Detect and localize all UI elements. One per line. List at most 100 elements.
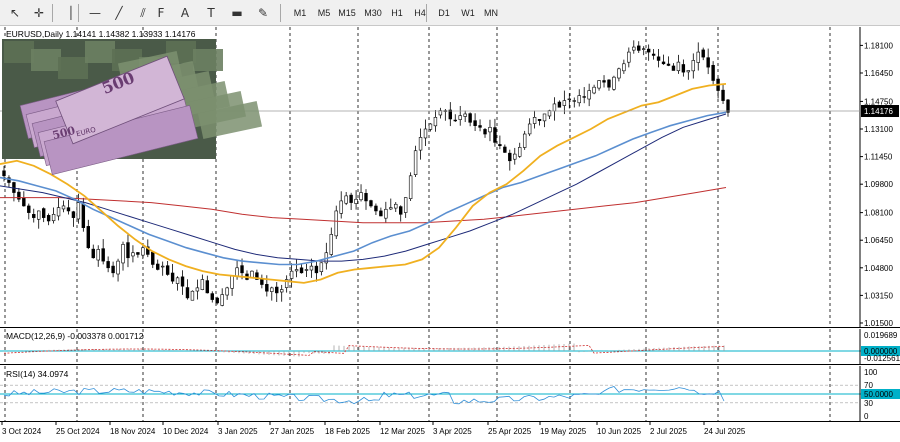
candle	[121, 241, 125, 271]
vertical-line-icon[interactable]: │	[67, 6, 75, 20]
cursor-icon[interactable]: ↖	[9, 6, 21, 20]
x-tick-label: 3 Apr 2025	[433, 427, 472, 436]
candle	[567, 93, 572, 109]
candle	[314, 261, 319, 282]
x-tick-label: 19 May 2025	[540, 427, 587, 436]
rsi-y-tick-label: 70	[864, 381, 873, 390]
candle	[572, 97, 576, 108]
price-chart[interactable]: 1.18100 1.16450 1.14750 1.13100 1.11450 1.098…	[0, 27, 900, 328]
candle	[721, 84, 725, 105]
text-icon[interactable]: A	[180, 6, 190, 20]
timeframe-d1[interactable]: D1	[438, 8, 450, 18]
rsi-level-label: 50.0000	[864, 390, 893, 399]
candle	[463, 110, 467, 123]
y-tick-label: 1.18100	[864, 41, 893, 50]
candle	[156, 259, 160, 271]
timeframe-w1[interactable]: W1	[461, 8, 475, 18]
candles	[2, 40, 730, 307]
toolbar-separator	[78, 4, 79, 22]
symbol-info: EURUSD,Daily 1.14141 1.14382 1.13933 1.1…	[6, 29, 196, 39]
last-price-label: 1.14176	[864, 107, 893, 116]
timeframe-m5[interactable]: M5	[317, 8, 331, 18]
toolbar-separator	[280, 4, 281, 22]
equidistant-channel-icon[interactable]: ⫽	[140, 5, 146, 20]
candle	[473, 113, 477, 131]
timeframe-m1[interactable]: M1	[293, 8, 307, 18]
candle	[329, 227, 333, 257]
candle	[240, 258, 244, 280]
candle	[691, 53, 695, 79]
candle	[518, 142, 522, 158]
candle	[711, 61, 715, 85]
candle	[205, 275, 210, 294]
candle	[676, 54, 681, 74]
candle	[200, 274, 205, 291]
candle	[304, 263, 309, 277]
x-tick-label: 27 Jan 2025	[270, 427, 315, 436]
timeframe-m30[interactable]: M30	[364, 8, 382, 18]
candle	[577, 89, 581, 107]
candle	[96, 245, 100, 267]
candle	[582, 87, 586, 104]
candle	[478, 119, 482, 132]
rsi-line	[3, 386, 725, 405]
candle	[622, 59, 626, 74]
timeframe-h4[interactable]: H4	[414, 8, 426, 18]
candle	[597, 79, 601, 91]
candle	[433, 110, 438, 132]
x-tick-label: 25 Oct 2024	[56, 427, 100, 436]
candle	[557, 100, 562, 108]
timeframe-mn[interactable]: MN	[484, 8, 498, 18]
rsi-level-tag	[861, 389, 900, 399]
candle	[423, 119, 428, 147]
rectangle-icon[interactable]: ▬	[231, 6, 243, 20]
x-tick-label: 25 Apr 2025	[488, 427, 532, 436]
candle	[602, 75, 606, 88]
candle	[468, 112, 472, 127]
candle	[180, 270, 185, 295]
candle	[389, 198, 393, 211]
candle	[160, 261, 165, 276]
rsi-panel[interactable]: 100 70 30 0 50.0000	[0, 366, 900, 422]
candle	[681, 59, 686, 77]
y-tick-label: 1.03150	[864, 291, 893, 300]
candle	[51, 207, 56, 224]
candle	[32, 208, 36, 223]
candle	[126, 232, 130, 268]
candle	[344, 191, 348, 206]
fibonacci-icon[interactable]: F	[157, 6, 165, 20]
y-tick-label: 1.16450	[864, 69, 893, 78]
timeframe-h1[interactable]: H1	[391, 8, 403, 18]
crosshair-icon[interactable]: ✛	[33, 6, 45, 20]
candle	[175, 276, 180, 291]
candle	[349, 192, 353, 211]
ma-mid-line	[0, 111, 727, 266]
candle	[131, 245, 135, 263]
candle	[71, 210, 76, 227]
candle	[408, 172, 413, 202]
trendline-icon[interactable]: ╱	[115, 6, 123, 20]
candle	[294, 259, 299, 278]
candle	[220, 288, 224, 307]
candle	[111, 261, 115, 278]
horizontal-line-icon[interactable]: —	[89, 6, 101, 20]
candle	[438, 107, 443, 119]
shapes-dropdown-icon[interactable]: ✎	[257, 6, 269, 20]
toolbar-separator	[426, 4, 427, 22]
y-tick-label: 1.01500	[864, 319, 893, 328]
rsi-label: RSI(14) 34.0974	[6, 369, 69, 379]
macd-label: MACD(12,26,9) -0.003378 0.001712	[6, 331, 144, 341]
ma-slow-line	[0, 113, 727, 262]
candle	[666, 56, 671, 67]
x-tick-label: 2 Jul 2025	[650, 427, 687, 436]
timeframe-m15[interactable]: M15	[338, 8, 356, 18]
text-label-icon[interactable]: T	[207, 6, 215, 20]
macd-panel[interactable]: 0.019689 0.000000-0.012561	[0, 329, 900, 365]
candle	[116, 258, 120, 282]
candle	[428, 123, 433, 132]
candle	[399, 205, 403, 222]
candle	[508, 149, 512, 171]
y-tick-label: 1.11450	[864, 153, 893, 162]
candle	[453, 114, 457, 122]
candle	[607, 79, 611, 91]
